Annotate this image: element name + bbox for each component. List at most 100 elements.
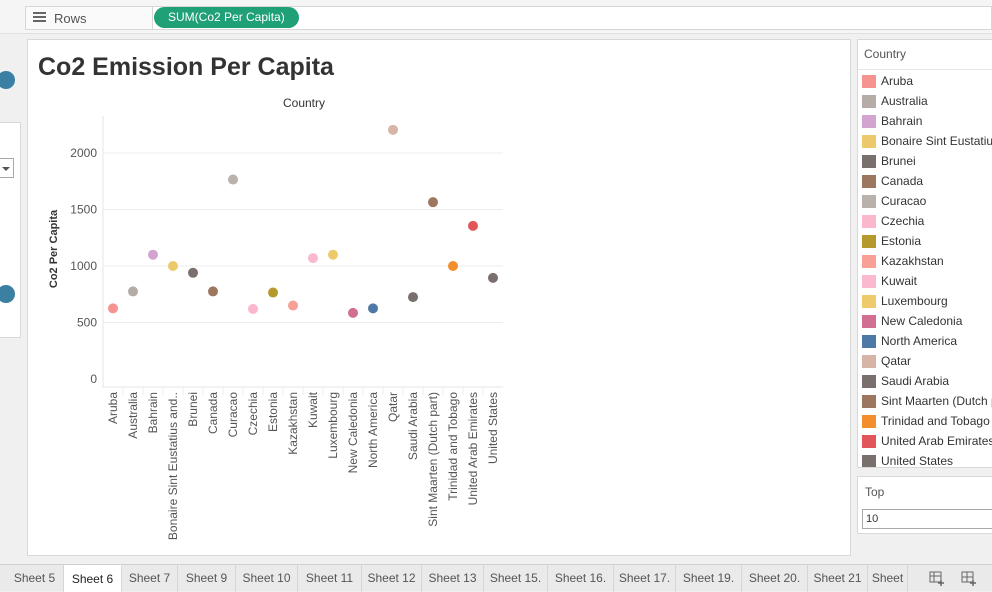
legend-swatch: [862, 295, 876, 308]
y-tick-label: 0: [90, 372, 97, 386]
legend-title: Country: [864, 47, 907, 61]
sheet-tab[interactable]: Sheet 12: [362, 565, 422, 592]
legend-label: Luxembourg: [881, 294, 948, 308]
legend-label: New Caledonia: [881, 314, 963, 328]
data-point: [448, 261, 458, 271]
sheet-tab[interactable]: Sheet 9: [178, 565, 236, 592]
legend-label: Kuwait: [881, 274, 918, 288]
x-tick-label: United Arab Emirates: [466, 392, 480, 505]
sheet-tab[interactable]: Sheet 10: [236, 565, 298, 592]
legend-swatch: [862, 415, 876, 428]
data-point: [148, 249, 158, 260]
worksheet-canvas: Co2 Emission Per Capita 0 500 1000 1500 2000…: [27, 39, 851, 556]
rows-measure-pill[interactable]: SUM(Co2 Per Capita): [154, 7, 299, 28]
legend-swatch: [862, 155, 876, 168]
new-dashboard-icon[interactable]: [961, 571, 977, 586]
legend-label: Saudi Arabia: [881, 374, 950, 388]
legend-divider: [858, 69, 992, 70]
sheet-tab[interactable]: Sheet 19.: [676, 565, 742, 592]
legend-swatch: [862, 235, 876, 248]
y-tick-label: 500: [77, 316, 97, 330]
legend-swatch: [862, 75, 876, 88]
data-point: [188, 267, 198, 278]
new-worksheet-icon[interactable]: [929, 571, 945, 586]
sheet-tab[interactable]: Sheet 11: [298, 565, 362, 592]
x-tick-label: Saudi Arabia: [406, 392, 420, 460]
data-point: [248, 303, 258, 314]
rows-shelf-label: Rows: [25, 6, 152, 30]
panel-circle-button-2[interactable]: [0, 285, 15, 303]
sheet-tab[interactable]: Sheet 17.: [614, 565, 676, 592]
y-tick-label: 1500: [70, 203, 97, 217]
x-tick-label: Qatar: [386, 392, 400, 422]
legend-label: Bahrain: [881, 114, 923, 128]
sheet-tab[interactable]: Sheet 13: [422, 565, 484, 592]
legend-swatch: [862, 215, 876, 228]
data-point: [228, 174, 238, 185]
legend-label: North America: [881, 334, 958, 348]
data-point: [208, 286, 218, 297]
x-tick-label: Bonaire Sint Eustatius and..: [166, 392, 180, 540]
sheet-tab[interactable]: Sheet 15.: [484, 565, 548, 592]
sheet-tab[interactable]: Sheet 6: [64, 565, 122, 592]
x-tick-label: New Caledonia: [346, 392, 360, 474]
sheet-tab-bar: Sheet 5 Sheet 6 Sheet 7 Sheet 9 Sheet 10 Shee…: [0, 564, 992, 592]
legend-label: Czechia: [881, 214, 925, 228]
rows-label: Rows: [54, 11, 87, 26]
sheet-tab[interactable]: Sheet 7: [122, 565, 178, 592]
chart-header-title: Country: [283, 96, 325, 110]
legend-label: Estonia: [881, 234, 922, 248]
data-point: [308, 253, 318, 264]
left-panel-card: [0, 122, 21, 338]
y-tick-label: 2000: [70, 146, 97, 160]
x-tick-label: Kazakhstan: [286, 392, 300, 455]
panel-circle-button[interactable]: [0, 71, 15, 89]
legend-label: Bonaire Sint Eustatius and Saba: [881, 134, 992, 148]
worksheet-title: Co2 Emission Per Capita: [38, 53, 334, 81]
sheet-tab[interactable]: Sheet 20.: [742, 565, 808, 592]
legend-label: Trinidad and Tobago: [881, 414, 990, 428]
legend-label: Australia: [881, 94, 928, 108]
top-filter-card: Top: [857, 476, 992, 534]
sheet-tab[interactable]: Sheet 5: [6, 565, 64, 592]
legend-label: Canada: [881, 174, 924, 188]
data-point: [128, 286, 138, 297]
legend-swatch: [862, 335, 876, 348]
rows-icon: [33, 12, 46, 24]
sheet-tab[interactable]: Sheet: [868, 565, 908, 592]
chevron-down-icon: [2, 167, 10, 171]
left-side-panel: [0, 38, 21, 338]
legend-swatch: [862, 435, 876, 448]
data-point: [348, 307, 358, 318]
data-point: [268, 287, 278, 298]
x-tick-label: Estonia: [266, 392, 280, 432]
x-tick-label: Sint Maarten (Dutch part): [426, 392, 440, 527]
legend-label: Aruba: [881, 74, 914, 88]
legend-label: Brunei: [881, 154, 916, 168]
x-tick-label: Curacao: [226, 392, 240, 438]
legend-label: Sint Maarten (Dutch part): [881, 394, 992, 408]
x-tick-label: Australia: [126, 392, 140, 439]
x-tick-label: Luxembourg: [326, 392, 340, 459]
legend-swatch: [862, 275, 876, 288]
x-tick-label: Canada: [206, 392, 220, 434]
x-tick-label: United States: [486, 392, 500, 464]
legend-label: Kazakhstan: [881, 254, 944, 268]
color-legend: Country Aruba Australia Bahrain Bonaire Sin…: [857, 39, 992, 468]
legend-swatch: [862, 115, 876, 128]
x-tick-label: Kuwait: [306, 391, 320, 428]
legend-label: United States: [881, 454, 954, 468]
data-point: [368, 303, 378, 314]
scatter-chart: 0 500 1000 1500 2000 Country Co2 Per Capita Aru…: [48, 96, 503, 540]
sheet-tab[interactable]: Sheet 16.: [548, 565, 614, 592]
top-filter-input[interactable]: [862, 509, 992, 529]
legend-swatch: [862, 175, 876, 188]
data-point: [388, 124, 398, 135]
legend-swatch: [862, 315, 876, 328]
data-point: [428, 197, 438, 208]
legend-swatch: [862, 455, 876, 467]
legend-swatch: [862, 135, 876, 148]
sheet-tab[interactable]: Sheet 21: [808, 565, 868, 592]
x-tick-label: Bahrain: [146, 392, 160, 433]
left-dropdown[interactable]: [0, 158, 14, 178]
